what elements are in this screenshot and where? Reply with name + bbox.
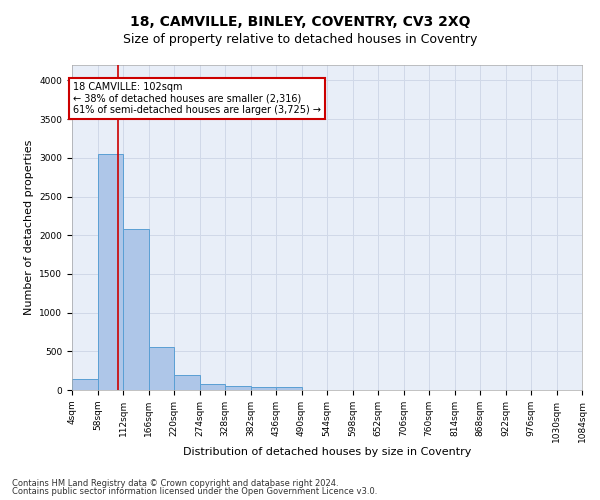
Text: Contains HM Land Registry data © Crown copyright and database right 2024.: Contains HM Land Registry data © Crown c… bbox=[12, 478, 338, 488]
Bar bbox=[174, 374, 199, 390]
Text: 18, CAMVILLE, BINLEY, COVENTRY, CV3 2XQ: 18, CAMVILLE, BINLEY, COVENTRY, CV3 2XQ bbox=[130, 15, 470, 29]
Bar bbox=[251, 387, 276, 390]
X-axis label: Distribution of detached houses by size in Coventry: Distribution of detached houses by size … bbox=[183, 448, 471, 458]
Bar bbox=[149, 348, 174, 390]
Bar bbox=[72, 379, 97, 390]
Bar bbox=[123, 229, 149, 390]
Bar bbox=[97, 154, 123, 390]
Bar bbox=[276, 387, 302, 390]
Text: 18 CAMVILLE: 102sqm
← 38% of detached houses are smaller (2,316)
61% of semi-det: 18 CAMVILLE: 102sqm ← 38% of detached ho… bbox=[73, 82, 321, 115]
Y-axis label: Number of detached properties: Number of detached properties bbox=[24, 140, 34, 315]
Text: Contains public sector information licensed under the Open Government Licence v3: Contains public sector information licen… bbox=[12, 487, 377, 496]
Bar bbox=[200, 384, 225, 390]
Text: Size of property relative to detached houses in Coventry: Size of property relative to detached ho… bbox=[123, 32, 477, 46]
Bar bbox=[225, 386, 251, 390]
